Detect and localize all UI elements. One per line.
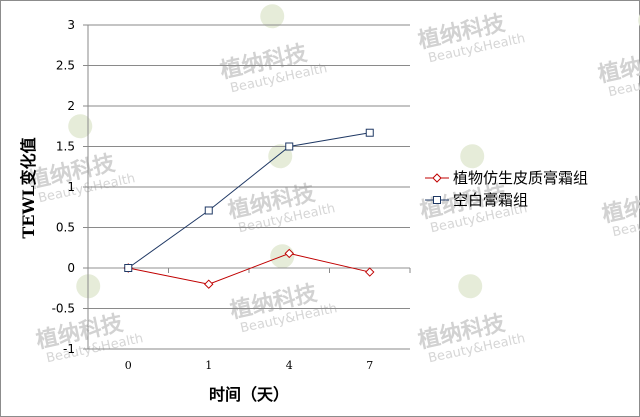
data-point — [432, 173, 442, 183]
x-tick-label: 1 — [205, 359, 212, 372]
legend-item: 空白膏霜组 — [425, 191, 528, 209]
y-tick-label: 1 — [67, 180, 75, 194]
y-tick-label: 2 — [67, 99, 75, 113]
series-group — [123, 248, 375, 289]
series-layer — [123, 128, 375, 289]
data-point — [365, 267, 375, 277]
data-point — [433, 196, 441, 204]
y-tick-label: 0.5 — [56, 221, 75, 235]
x-tick-label: 7 — [366, 359, 373, 372]
series-line — [127, 132, 370, 269]
watermark-logo-icon — [260, 4, 285, 29]
y-tick-label: 2.5 — [56, 59, 75, 73]
series-group — [124, 128, 374, 272]
y-tick-label: -0.5 — [52, 302, 75, 316]
legend-label: 空白膏霜组 — [453, 191, 528, 209]
data-point — [204, 279, 214, 289]
watermark-logo-icon — [638, 8, 640, 33]
data-point — [285, 142, 294, 151]
x-tick-label: 0 — [125, 359, 132, 372]
legend-label: 植物仿生皮质膏霜组 — [453, 169, 588, 187]
x-axis-ticks: 0 1 4 7 — [87, 268, 411, 372]
watermark-logo-icon — [68, 114, 93, 139]
data-point — [204, 206, 213, 215]
y-tick-label: 1.5 — [56, 140, 75, 154]
y-axis-title: TEWL变化值 — [19, 137, 38, 238]
legend-item: 植物仿生皮质膏霜组 — [425, 169, 588, 187]
data-point — [124, 264, 133, 272]
data-point — [365, 128, 374, 137]
x-axis-title: 时间（天） — [209, 385, 289, 404]
watermark-logo-icon — [460, 144, 485, 169]
y-axis-ticks: -1 -0.5 0 0.5 1 1.5 2 2.5 3 — [52, 18, 88, 356]
data-point — [284, 248, 294, 259]
watermark-logo-icon — [458, 274, 483, 299]
gridlines — [87, 24, 410, 350]
x-tick-label: 4 — [286, 359, 293, 372]
series-line — [128, 252, 370, 285]
y-tick-label: -1 — [63, 342, 75, 356]
y-tick-label: 3 — [67, 18, 75, 32]
y-tick-label: 0 — [67, 261, 75, 275]
